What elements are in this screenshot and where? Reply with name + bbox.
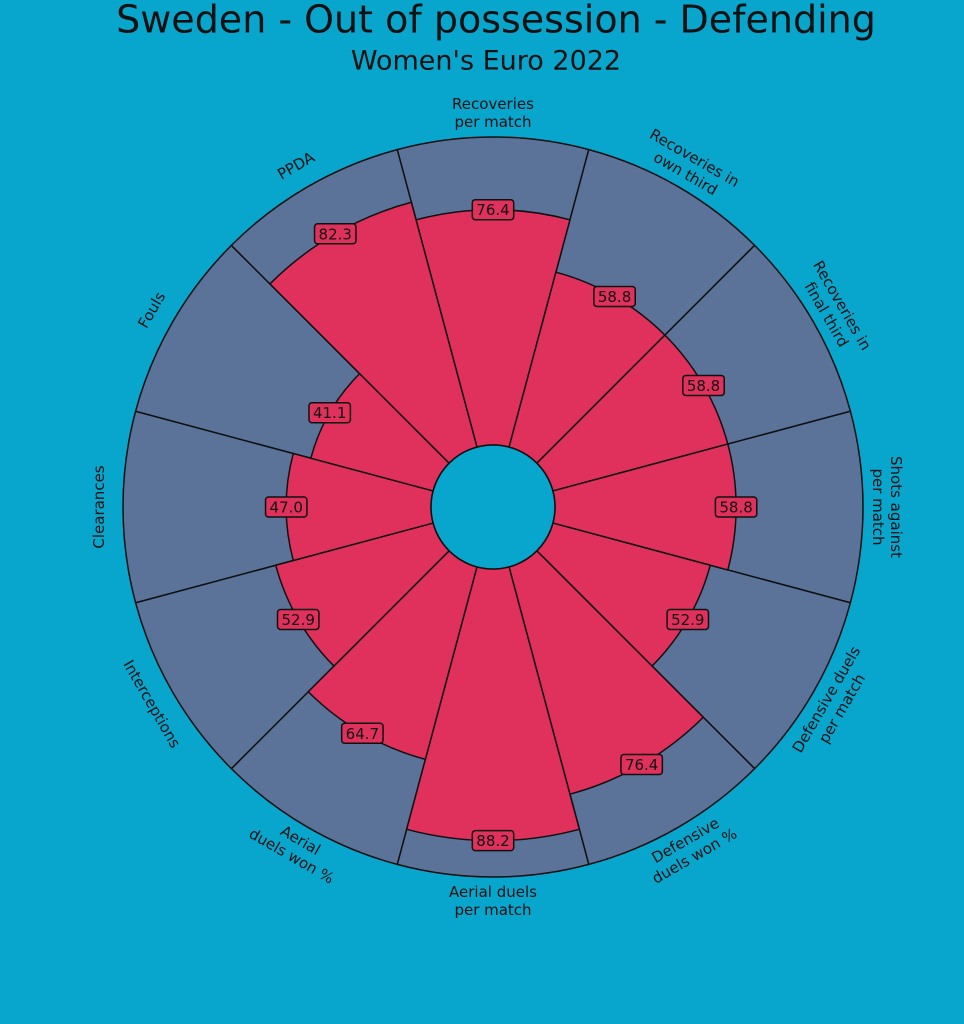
value-label-group: 58.8 — [593, 285, 637, 308]
value-label-box — [593, 285, 637, 308]
value-label-group: 47.0 — [264, 496, 308, 518]
category-label: Recoveries per match — [452, 95, 534, 131]
value-label-box — [666, 608, 710, 631]
category-label: Shots againstper match — [870, 456, 906, 558]
value-label: 47.0 — [270, 499, 303, 517]
value-label-box — [714, 496, 758, 518]
value-label: 58.8 — [687, 377, 720, 395]
value-label-group: 52.9 — [666, 608, 710, 631]
value-label-group: 52.9 — [276, 608, 320, 631]
category-label: Clearances — [90, 465, 108, 548]
value-label: 52.9 — [282, 611, 315, 629]
value-label-group: 76.4 — [471, 198, 515, 221]
value-label-box — [308, 401, 352, 424]
value-label-group: 41.1 — [308, 401, 352, 424]
value-label-box — [471, 198, 515, 221]
value-label-group: 64.7 — [340, 722, 384, 745]
value-label-box — [682, 374, 725, 397]
value-label-group: 88.2 — [471, 829, 515, 852]
value-label-box — [471, 829, 515, 852]
chart-title: Sweden - Out of possession - Defending — [116, 0, 876, 42]
value-label: 41.1 — [313, 404, 346, 422]
value-label-group: 76.4 — [620, 753, 664, 776]
value-label-box — [276, 608, 320, 631]
value-label-group: 82.3 — [313, 223, 357, 245]
value-label: 88.2 — [476, 832, 509, 850]
value-label: 64.7 — [346, 725, 379, 743]
value-label-box — [340, 722, 384, 745]
value-label: 82.3 — [319, 225, 352, 243]
center-hole — [430, 444, 556, 570]
value-label-box — [313, 223, 357, 245]
value-label: 76.4 — [625, 756, 658, 774]
value-label-box — [264, 496, 308, 518]
value-label-box — [620, 753, 664, 776]
value-label: 76.4 — [476, 201, 509, 219]
chart-subtitle: Women's Euro 2022 — [351, 46, 621, 77]
category-label: Aerial duels per match — [449, 883, 537, 919]
value-label-group: 58.8 — [714, 496, 758, 518]
value-label: 58.8 — [598, 288, 631, 306]
value-label: 58.8 — [719, 499, 752, 517]
value-label: 52.9 — [671, 611, 704, 629]
value-label-group: 58.8 — [682, 374, 725, 397]
